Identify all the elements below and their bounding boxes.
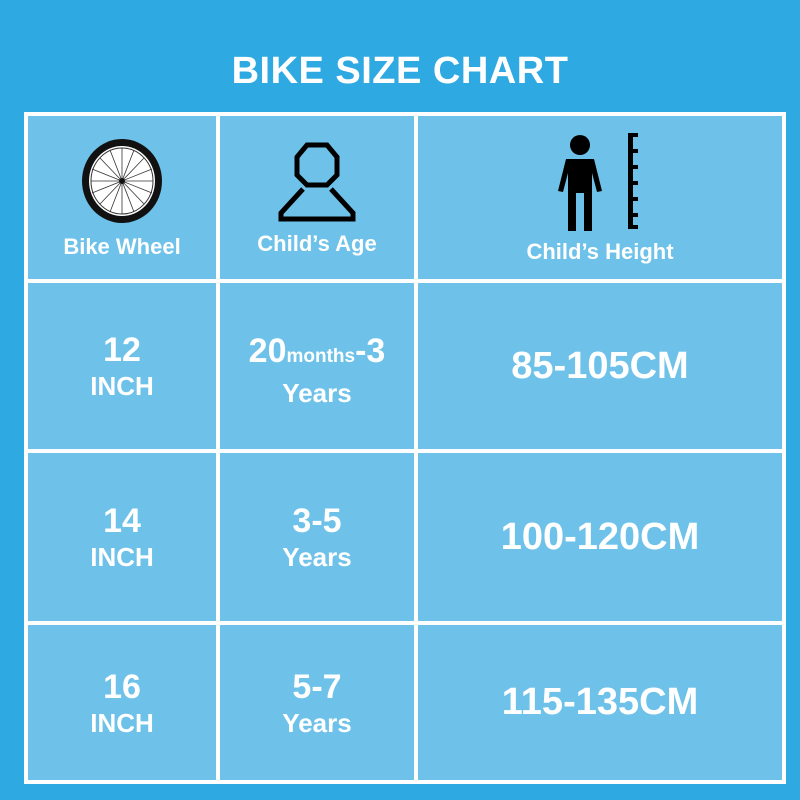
height-range: 85-105CM: [511, 344, 689, 387]
header-label: Child’s Age: [257, 230, 377, 256]
age-end: -3: [355, 332, 386, 370]
age-start-unit: months: [286, 346, 356, 367]
age-unit: Years: [282, 378, 352, 408]
age-range: 3-5: [292, 502, 342, 540]
age-cell: 3-5 Years: [220, 453, 414, 621]
header-childs-age: Child’s Age: [220, 116, 414, 279]
chart-title: BIKE SIZE CHART: [231, 50, 569, 92]
height-range: 100-120CM: [500, 515, 700, 558]
wheel-size: 16: [103, 667, 141, 706]
person-outline-icon: [278, 142, 356, 221]
wheel-unit: INCH: [90, 371, 154, 401]
wheel-size-cell: 16 INCH: [28, 625, 216, 780]
header-childs-height: Child’s Height: [418, 116, 782, 279]
wheel-unit: INCH: [90, 707, 154, 738]
header-label: Child’s Height: [526, 238, 674, 264]
person-height-ruler-icon: [558, 132, 638, 231]
age-start: 20: [248, 332, 287, 370]
wheel-size: 12: [103, 331, 141, 369]
wheel-size: 14: [103, 502, 141, 540]
wheel-size-cell: 14 INCH: [28, 453, 216, 621]
height-cell: 115-135CM: [418, 625, 782, 780]
bike-wheel-icon: [82, 138, 162, 223]
size-table: Bike Wheel Child’s Age Child’s Height 12…: [24, 112, 786, 784]
height-cell: 85-105CM: [418, 283, 782, 449]
age-range: 5-7: [292, 667, 342, 706]
header-bike-wheel: Bike Wheel: [28, 116, 216, 279]
height-range: 115-135CM: [501, 681, 699, 723]
wheel-size-cell: 12 INCH: [28, 283, 216, 449]
age-unit: Years: [282, 542, 352, 572]
header-label: Bike Wheel: [63, 233, 181, 259]
age-cell: 5-7 Years: [220, 625, 414, 780]
wheel-unit: INCH: [90, 542, 154, 572]
age-cell: 20months-3 Years: [220, 283, 414, 449]
height-cell: 100-120CM: [418, 453, 782, 621]
age-unit: Years: [282, 707, 352, 738]
